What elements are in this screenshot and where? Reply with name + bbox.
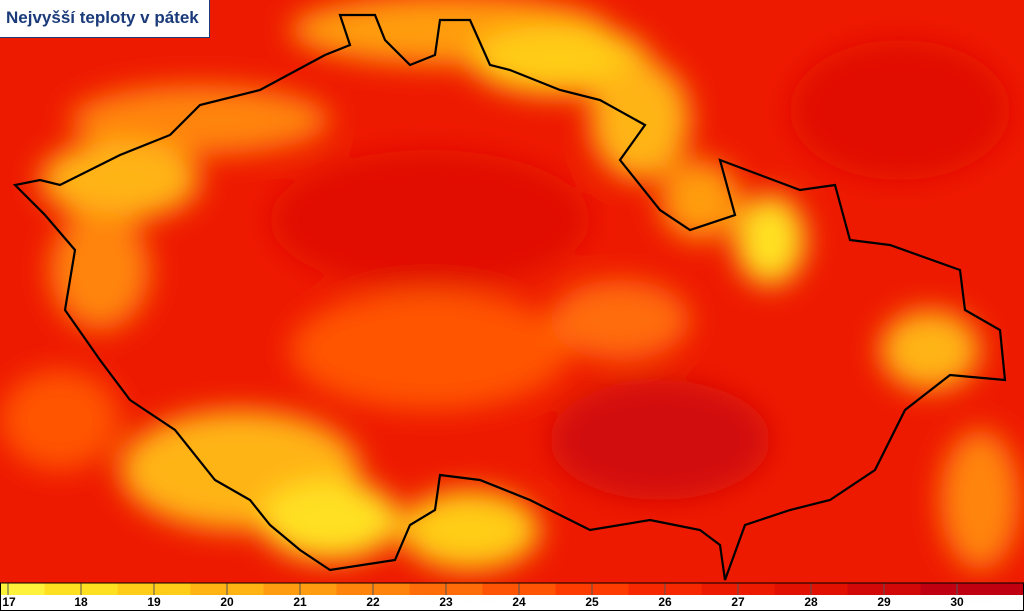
map-title: Nejvyšší teploty v pátek: [0, 0, 210, 38]
legend-label: 28: [804, 595, 818, 609]
legend-swatch: [920, 583, 1024, 595]
legend-label: 26: [658, 595, 672, 609]
legend-label: 27: [731, 595, 745, 609]
legend-label: 19: [147, 595, 161, 609]
legend-label: 18: [74, 595, 88, 609]
temperature-field: [0, 0, 1020, 570]
legend-label: 25: [585, 595, 599, 609]
legend-label: 22: [366, 595, 380, 609]
legend-label: 17: [2, 595, 16, 609]
legend-label: 29: [877, 595, 891, 609]
legend-label: 21: [293, 595, 307, 609]
legend-label: 20: [220, 595, 234, 609]
legend-label: 30: [950, 595, 964, 609]
country-border: [12, 13, 1007, 581]
legend: 17 18 19 20 21 22 23 24 25 26 27 28 29 30: [0, 582, 1024, 611]
legend-label: 24: [512, 595, 526, 609]
legend-label: 23: [439, 595, 453, 609]
